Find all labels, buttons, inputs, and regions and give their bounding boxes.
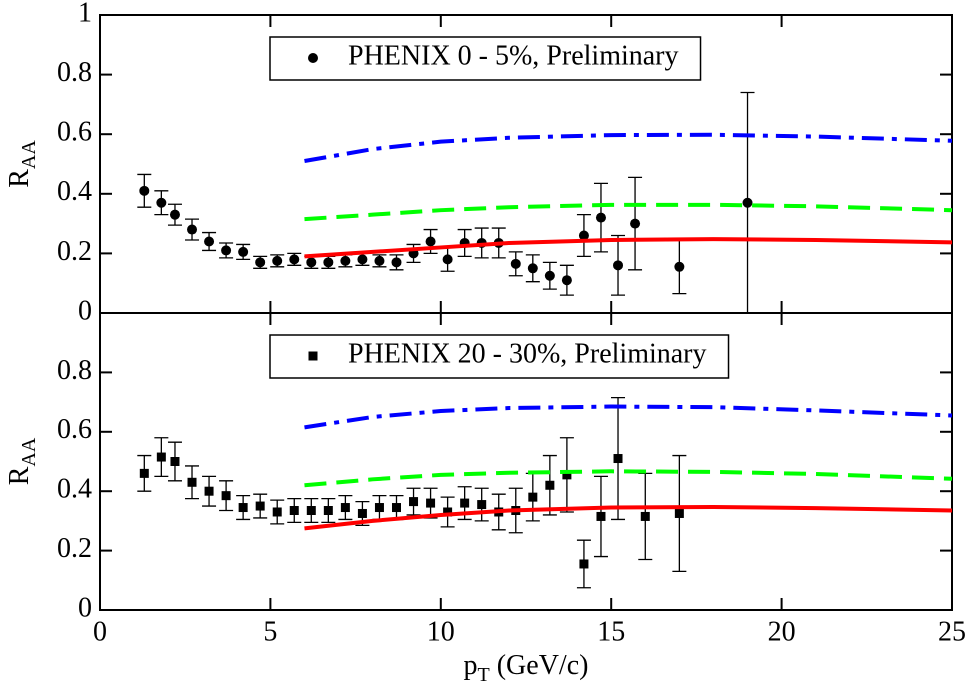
data-point [169, 209, 180, 220]
data-point [595, 212, 606, 223]
legend-marker [308, 53, 318, 63]
data-point [442, 254, 453, 265]
data-point [443, 507, 453, 517]
data-point [544, 270, 555, 281]
y-axis-label-main: R [4, 169, 35, 188]
data-point [156, 452, 166, 462]
model-curve [304, 132, 953, 163]
x-tick-label: 0 [93, 616, 107, 647]
y-tick-label: 0.8 [57, 355, 92, 386]
data-point [630, 218, 641, 229]
data-point [742, 197, 753, 208]
data-point [323, 506, 333, 516]
data-point [357, 254, 368, 265]
plot-frame [99, 312, 953, 611]
data-point [391, 503, 401, 513]
data-point [545, 480, 555, 490]
data-point [374, 255, 385, 266]
legend-label: PHENIX 20 - 30%, Preliminary [348, 338, 707, 369]
y-axis-label: RAA [4, 437, 39, 485]
data-point [170, 457, 180, 466]
legend-box [269, 36, 702, 81]
data-point [640, 511, 650, 521]
data-point [426, 498, 436, 508]
model-curve [304, 237, 953, 259]
data-point [204, 486, 214, 496]
data-point [272, 507, 282, 517]
data-point [374, 503, 384, 513]
data-point [674, 508, 684, 518]
x-tick-label: 20 [768, 616, 796, 647]
y-axis-label-main: R [4, 466, 35, 485]
data-point [139, 185, 150, 196]
y-tick-label: 1 [78, 0, 92, 28]
x-axis-label-main: p [464, 650, 478, 681]
data-point [221, 491, 231, 501]
data-point [156, 197, 167, 208]
model-curve [304, 202, 953, 222]
y-axis-label-sub: AA [18, 437, 40, 466]
data-point [221, 245, 232, 256]
data-point [596, 511, 606, 521]
data-point [674, 261, 685, 272]
data-point [306, 257, 317, 268]
y-axis-label: RAA [4, 140, 39, 188]
model-curve [304, 504, 953, 531]
y-tick-label: 0 [78, 592, 92, 623]
y-tick-label: 0.8 [57, 57, 92, 88]
data-point [340, 503, 350, 513]
data-point [528, 492, 538, 502]
x-tick-label: 10 [427, 616, 455, 647]
data-point [613, 454, 623, 464]
data-point [425, 236, 436, 247]
y-tick-label: 0.2 [57, 533, 92, 564]
data-point [272, 255, 283, 266]
x-tick-label: 25 [938, 616, 966, 647]
data-point [357, 508, 367, 518]
data-point [306, 506, 316, 516]
y-tick-label: 0.4 [57, 176, 92, 207]
data-point [323, 257, 334, 268]
x-tick-label: 5 [263, 616, 277, 647]
y-tick-label: 0.6 [57, 117, 92, 148]
data-point [561, 275, 572, 286]
data-point [477, 500, 487, 510]
data-point [204, 236, 215, 247]
x-axis-label-sub: T [478, 664, 490, 686]
data-point [238, 503, 248, 513]
data-point [613, 260, 624, 271]
data-point [255, 501, 265, 511]
data-point [139, 468, 149, 478]
data-point [187, 224, 198, 235]
data-point [578, 230, 589, 241]
y-tick-label: 0.4 [57, 474, 92, 505]
y-tick-label: 0.6 [57, 414, 92, 445]
data-point [562, 470, 572, 480]
legend-box [269, 334, 730, 379]
model-curve [304, 469, 953, 488]
data-point [187, 477, 197, 487]
data-point [340, 255, 351, 266]
data-point [238, 246, 249, 257]
data-point [289, 506, 299, 516]
data-point [510, 258, 521, 269]
y-tick-label: 0 [78, 295, 92, 326]
x-tick-label: 15 [597, 616, 625, 647]
model-curve [304, 404, 953, 430]
data-point [255, 257, 266, 268]
y-tick-label: 0.2 [57, 236, 92, 267]
data-point [409, 497, 419, 507]
data-point [460, 498, 470, 508]
x-axis-label: pT (GeV/c) [464, 650, 589, 685]
legend-marker [308, 351, 318, 361]
data-point [289, 254, 300, 265]
data-point [579, 559, 589, 569]
legend-label: PHENIX 0 - 5%, Preliminary [348, 40, 679, 71]
data-point [391, 257, 402, 268]
y-axis-label-sub: AA [18, 140, 40, 169]
data-point [527, 263, 538, 274]
x-axis-label-rest: (GeV/c) [490, 650, 589, 681]
